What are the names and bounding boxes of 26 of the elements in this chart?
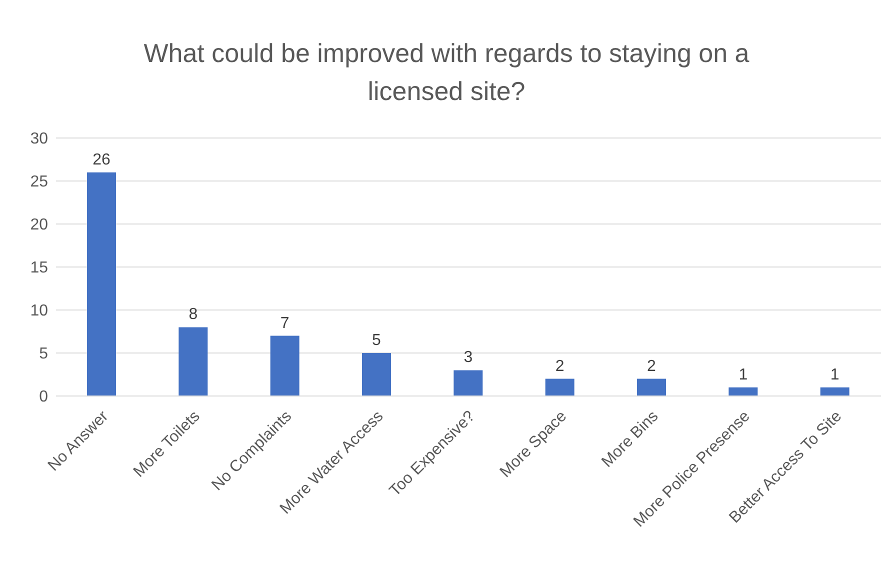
bar xyxy=(87,172,116,396)
bar xyxy=(820,387,850,396)
data-label: 2 xyxy=(647,358,656,375)
bar xyxy=(270,336,300,396)
data-label: 8 xyxy=(188,306,198,324)
data-label: 7 xyxy=(280,314,290,332)
data-label: 1 xyxy=(738,366,748,384)
y-tick-label: 20 xyxy=(30,216,48,234)
data-label: 3 xyxy=(464,349,473,366)
y-tick-label: 15 xyxy=(30,260,48,277)
bar xyxy=(454,370,483,396)
y-tick-label: 30 xyxy=(30,130,48,148)
y-tick-label: 5 xyxy=(39,346,48,363)
bar xyxy=(728,387,758,396)
y-tick-label: 0 xyxy=(39,388,48,406)
bar xyxy=(545,378,574,396)
data-label: 26 xyxy=(92,151,110,168)
bar xyxy=(362,353,391,396)
y-tick-label: 10 xyxy=(30,302,48,320)
data-label: 2 xyxy=(555,358,564,375)
chart-title: What could be improved with regards to staying on a licensed site? xyxy=(142,37,750,108)
data-label: 5 xyxy=(372,332,382,349)
data-label: 1 xyxy=(830,366,840,384)
y-tick-label: 25 xyxy=(30,174,48,191)
bar xyxy=(637,378,666,396)
bar xyxy=(178,327,208,396)
